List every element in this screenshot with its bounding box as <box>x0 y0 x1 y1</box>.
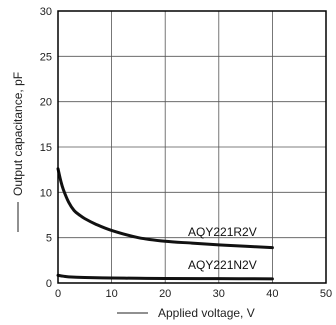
series-line-aqy221n2v <box>56 273 274 281</box>
series-line-aqy221r2v <box>56 167 274 250</box>
x-tick-label: 30 <box>213 288 225 300</box>
plot-frame <box>57 10 327 284</box>
x-tick-labels: 0 10 20 30 40 50 <box>55 288 332 300</box>
x-tick-label: 50 <box>320 288 332 300</box>
series-label-aqy221r2v: AQY221R2V <box>188 225 257 239</box>
x-tick-label: 40 <box>266 288 278 300</box>
y-tick-label: 20 <box>40 97 52 109</box>
series-group <box>56 167 274 281</box>
y-tick-label: 25 <box>40 51 52 63</box>
x-tick-label: 20 <box>159 288 171 300</box>
y-tick-label: 15 <box>40 142 52 154</box>
x-tick-label: 0 <box>55 288 61 300</box>
y-tick-labels: 0 5 10 15 20 25 30 <box>40 6 52 290</box>
x-tick-label: 10 <box>105 288 117 300</box>
y-tick-label: 30 <box>40 6 52 18</box>
series-label-aqy221n2v: AQY221N2V <box>188 258 257 272</box>
x-axis-label: Applied voltage, V <box>158 306 255 320</box>
y-tick-label: 10 <box>40 187 52 199</box>
y-axis-label: Output capacitance, pF <box>11 72 25 196</box>
y-tick-label: 5 <box>46 233 52 245</box>
y-tick-label: 0 <box>46 278 52 290</box>
